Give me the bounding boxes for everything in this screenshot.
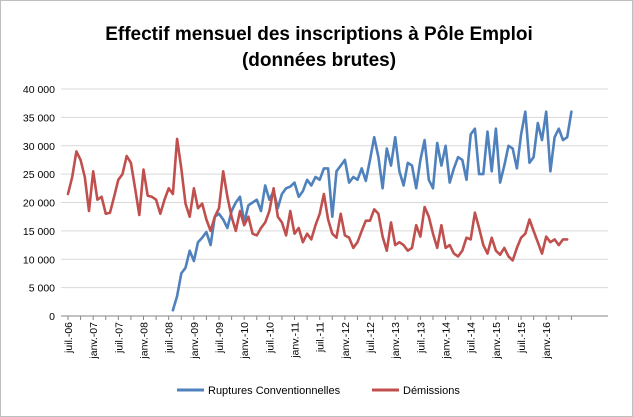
- legend: Ruptures Conventionnelles Démissions: [177, 385, 460, 397]
- series-line-0: [171, 110, 573, 312]
- y-tick-label: 40 000: [23, 84, 55, 96]
- x-tick-label: juil.-10: [264, 322, 276, 354]
- x-tick-label: juil.-12: [365, 322, 377, 354]
- y-tick-label: 30 000: [23, 141, 55, 153]
- y-tick-label: 20 000: [23, 198, 55, 210]
- x-tick-label: juil.-07: [113, 322, 125, 354]
- y-tick-label: 35 000: [23, 112, 55, 124]
- x-tick-label: janv.-09: [189, 322, 201, 360]
- x-tick-label: janv.-15: [491, 322, 503, 360]
- x-tick-label: janv.-11: [290, 322, 302, 359]
- x-axis: juil.-06 janv.-07 juil.-07 janv.-08 juil.-08…: [61, 315, 608, 360]
- x-tick-label: janv.-13: [390, 322, 402, 360]
- series-line-1: [66, 137, 569, 262]
- x-tick-label: juil.-11: [315, 322, 327, 353]
- x-tick-label: juil.-09: [214, 322, 226, 354]
- x-tick-label: janv.-16: [541, 322, 553, 360]
- x-tick-label: janv.-12: [340, 322, 352, 360]
- x-tick-label: juil.-14: [466, 322, 478, 354]
- x-tick-label: janv.-10: [239, 322, 251, 360]
- y-tick-label: 10 000: [23, 254, 55, 266]
- y-tick-label: 15 000: [23, 226, 55, 238]
- x-tick-label: janv.-07: [88, 322, 100, 360]
- y-tick-label: 0: [49, 311, 55, 323]
- y-tick-label: 5 000: [29, 283, 55, 295]
- y-axis: 0 5 000 10 000 15 000 20 000 25 000 30 000 35 0…: [23, 84, 55, 323]
- x-tick-label: juil.-06: [63, 322, 75, 354]
- x-tick-label: juil.-15: [516, 322, 528, 354]
- chart-subtitle: (données brutes): [242, 50, 396, 71]
- series-lines: [66, 110, 573, 312]
- x-tick-label: juil.-13: [415, 322, 427, 354]
- y-tick-label: 25 000: [23, 169, 55, 181]
- x-tick-label: janv.-08: [139, 322, 151, 360]
- chart-title: Effectif mensuel des inscriptions à Pôle…: [105, 24, 533, 45]
- legend-label-demissions: Démissions: [403, 385, 460, 397]
- x-tick-label: juil.-08: [164, 322, 176, 354]
- legend-label-ruptures: Ruptures Conventionnelles: [208, 385, 341, 397]
- x-tick-label: janv.-14: [441, 322, 453, 360]
